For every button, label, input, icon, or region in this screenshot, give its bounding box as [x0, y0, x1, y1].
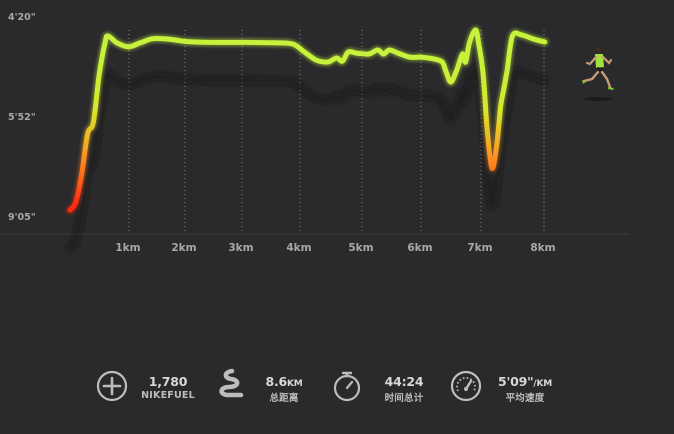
stat-nikefuel-value: 1,780	[148, 374, 188, 389]
route-icon	[219, 368, 244, 398]
stat-distance-value: 8.6KM	[265, 374, 303, 389]
stat-pace: 5'09"/KM 平均速度	[450, 355, 560, 415]
stat-distance-label: 总距离	[269, 393, 299, 404]
x-tick-label: 4km	[286, 242, 311, 254]
x-tick-label: 1km	[115, 242, 140, 254]
stat-distance: 8.6KM 总距离	[214, 355, 314, 415]
speedometer-icon	[450, 370, 482, 402]
stat-duration: 44:24 时间总计	[331, 355, 441, 415]
x-tick-label: 3km	[228, 242, 253, 254]
pace-line	[67, 27, 548, 213]
pace-chart: 4'20" 5'52" 9'05" 1km 2km 3km 4km 5km 6km 7km 8km	[0, 12, 628, 254]
stat-nikefuel-label: NIKEFUEL	[141, 390, 195, 401]
x-tick-label: 8km	[530, 242, 555, 254]
y-axis-ticks: 4'20" 5'52" 9'05"	[8, 12, 36, 223]
x-tick-label: 7km	[467, 242, 492, 254]
y-tick-label: 9'05"	[8, 212, 36, 223]
stat-pace-label: 平均速度	[505, 393, 545, 404]
runner-icon	[582, 45, 614, 101]
x-tick-label: 6km	[407, 242, 432, 254]
summary-stats: 1,780 NIKEFUEL 8.6KM 总距离 44:24 时间总计	[0, 355, 674, 425]
stat-duration-value: 44:24	[384, 374, 424, 389]
x-axis-ticks: 1km 2km 3km 4km 5km 6km 7km 8km	[115, 242, 555, 254]
stat-nikefuel: 1,780 NIKEFUEL	[96, 355, 206, 415]
y-tick-label: 4'20"	[8, 12, 36, 23]
plus-circle-icon	[96, 370, 128, 402]
x-tick-label: 5km	[348, 242, 373, 254]
x-tick-label: 2km	[171, 242, 196, 254]
stat-duration-label: 时间总计	[384, 393, 424, 404]
y-tick-label: 5'52"	[8, 112, 36, 123]
pace-line-shadow	[66, 64, 549, 252]
grid-lines	[0, 30, 628, 235]
stopwatch-icon	[333, 371, 361, 402]
stat-pace-value: 5'09"/KM	[497, 374, 553, 389]
